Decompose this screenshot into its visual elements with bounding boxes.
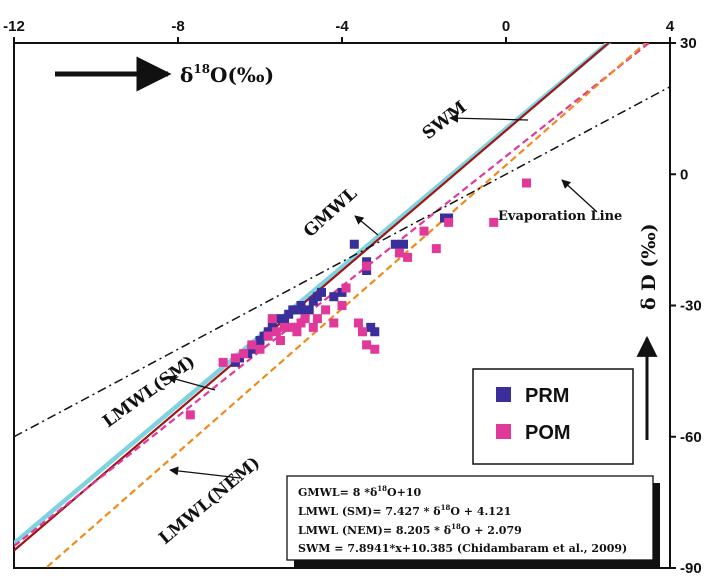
point-pom: [308, 322, 318, 332]
gmwl-label: GMWL: [300, 184, 361, 242]
point-pom: [247, 340, 257, 350]
lmwl-nem-arrow: [169, 466, 241, 479]
x-tick-label: -12: [3, 18, 25, 35]
swm-label: SWM: [419, 97, 471, 144]
point-prm: [296, 301, 306, 310]
point-pom: [230, 353, 240, 363]
point-pom: [394, 248, 404, 258]
equation-gmwl: GMWL= 8 *δ18O+10: [298, 484, 421, 499]
point-pom: [444, 217, 454, 227]
point-pom: [255, 344, 265, 354]
point-pom: [353, 318, 363, 328]
point-pom: [271, 327, 281, 337]
line-gmwl: [14, 43, 611, 552]
axis-ticks: -12 -8 -4 0 4 30 0 -30 -60 -90: [3, 18, 702, 577]
legend-prm-marker: [496, 387, 511, 402]
point-pom: [403, 252, 413, 262]
point-pom: [329, 318, 339, 328]
point-pom: [239, 349, 249, 359]
x-axis-label: δ18O(‰): [180, 62, 274, 87]
x-tick-label: 4: [666, 18, 675, 35]
y-tick-label: -30: [680, 298, 702, 315]
gmwl-arrow: [354, 215, 379, 236]
point-prm: [288, 305, 298, 315]
point-pom: [419, 226, 429, 236]
legend-pom-marker: [496, 424, 511, 439]
equation-lmwl-sm: LMWL (SM)= 7.427 * δ18O + 4.121: [298, 503, 511, 518]
lmwl-nem-label: LMWL(NEM): [155, 453, 264, 549]
lmwl-sm-arrow: [167, 374, 216, 391]
legend-box: [472, 368, 634, 465]
point-pom: [300, 314, 310, 324]
point-pom: [337, 301, 347, 310]
equation-lmwl-nem: LMWL (NEM)= 8.205 * δ18O + 2.079: [298, 522, 522, 537]
point-pom: [362, 340, 372, 350]
point-pom: [358, 327, 367, 337]
y-axis-label: δ D (‰): [638, 223, 660, 310]
point-pom: [362, 261, 372, 271]
y-tick-label: 30: [680, 35, 697, 52]
point-prm: [370, 327, 380, 337]
point-pom: [312, 314, 322, 324]
point-pom: [522, 178, 531, 188]
point-pom: [370, 344, 380, 354]
point-pom: [431, 244, 441, 254]
point-pom: [267, 314, 277, 324]
y-tick-label: 0: [680, 166, 688, 183]
equations-box: GMWL= 8 *δ18O+10 LMWL (SM)= 7.427 * δ18O…: [286, 475, 660, 567]
point-prm: [317, 287, 326, 297]
point-prm: [329, 292, 339, 302]
swm-arrow: [449, 113, 529, 123]
point-prm: [399, 239, 408, 249]
point-pom: [185, 410, 195, 420]
point-pom: [263, 331, 273, 341]
y-tick-label: -90: [680, 560, 702, 577]
equation-swm: SWM = 7.8941*x+10.385 (Chidambaram et al…: [298, 542, 627, 555]
point-pom: [276, 336, 285, 345]
legend-prm-label: PRM: [525, 385, 569, 407]
point-prm: [390, 239, 400, 249]
legend: PRM POM: [472, 368, 634, 465]
x-tick-label: -8: [171, 18, 184, 35]
point-prm: [304, 305, 314, 315]
point-pom: [321, 305, 331, 315]
x-tick-label: 0: [502, 18, 510, 35]
equations-panel: [286, 475, 654, 561]
legend-pom-label: POM: [525, 422, 571, 444]
point-pom: [280, 322, 290, 332]
point-pom: [292, 327, 302, 337]
y-tick-label: -60: [680, 429, 702, 446]
point-pom: [341, 283, 351, 293]
evaporation-line-label: Evaporation Line: [498, 209, 622, 224]
point-prm: [349, 239, 359, 249]
data-points: [185, 178, 531, 420]
evaporation-arrow: [561, 179, 598, 213]
x-tick-label: -4: [335, 18, 349, 35]
point-pom: [218, 357, 228, 367]
point-pom: [489, 217, 499, 227]
